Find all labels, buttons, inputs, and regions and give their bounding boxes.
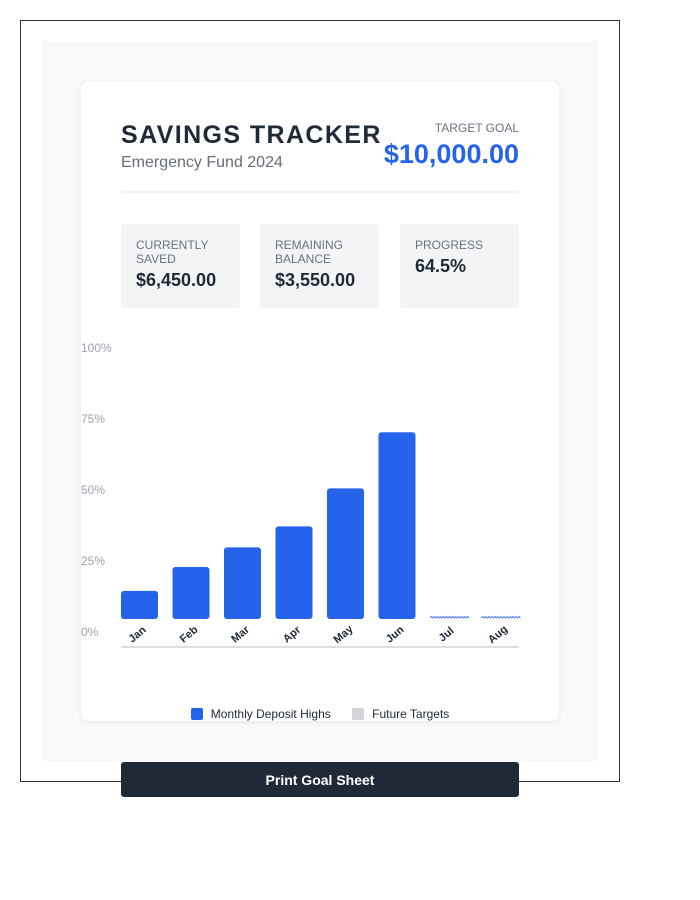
stat-label-line: BALANCE — [275, 252, 332, 266]
y-tick-label: 50% — [81, 483, 105, 497]
legend-item-future: Future Targets — [352, 707, 449, 721]
stat-label: CURRENTLY SAVED — [136, 238, 225, 266]
stat-label-line: PROGRESS — [415, 238, 484, 252]
chart-bar-deposit — [172, 567, 210, 619]
deposit-chart: 100% 75% 50% 25% 0% Jan Feb Mar Apr May Jun Jul Aug — [81, 336, 559, 666]
chart-bar-deposit — [378, 432, 416, 619]
page-title: SAVINGS TRACKER — [121, 121, 382, 149]
x-tick-label: Mar — [229, 623, 252, 645]
x-tick-label: Jan — [126, 624, 148, 646]
target-goal-value: $10,000.00 — [383, 139, 519, 169]
savings-card: SAVINGS TRACKER Emergency Fund 2024 TARG… — [81, 81, 559, 721]
stat-label-line: REMAINING — [275, 238, 344, 252]
legend-swatch — [190, 708, 203, 720]
page-subtitle: Emergency Fund 2024 — [121, 154, 283, 171]
x-tick-label: Apr — [281, 624, 304, 646]
chart-bar-deposit — [224, 547, 261, 619]
stats-row: CURRENTLY SAVED $6,450.00 REMAINING BALA… — [121, 224, 519, 308]
x-tick-label: May — [332, 623, 357, 647]
stat-currently-saved: CURRENTLY SAVED $6,450.00 — [121, 224, 240, 308]
legend-item-deposits: Monthly Deposit Highs — [190, 707, 331, 721]
card-header: SAVINGS TRACKER Emergency Fund 2024 TARG… — [121, 121, 519, 193]
stat-label-line: SAVED — [136, 252, 176, 266]
stat-label: PROGRESS — [415, 238, 504, 252]
chart-bar-deposit — [121, 590, 158, 619]
print-goal-sheet-button[interactable]: Print Goal Sheet — [121, 762, 519, 797]
chart-bar-deposit — [327, 488, 364, 619]
y-tick-label: 100% — [81, 341, 112, 355]
x-tick-label: Jun — [384, 624, 407, 646]
stat-value: 64.5% — [415, 256, 467, 276]
x-tick-label: Aug — [486, 623, 510, 646]
x-tick-label: Jul — [437, 625, 457, 644]
legend-swatch — [352, 708, 365, 720]
y-tick-label: 25% — [81, 554, 105, 568]
chart-bar-future — [481, 615, 521, 619]
legend-label: Future Targets — [372, 707, 450, 721]
stat-label: REMAINING BALANCE — [275, 238, 364, 266]
y-tick-label: 75% — [81, 412, 105, 426]
chart-bar-future — [429, 615, 470, 619]
target-goal-label: TARGET GOAL — [434, 121, 519, 135]
stat-value: $3,550.00 — [275, 270, 356, 290]
chart-bar-deposit — [275, 526, 313, 619]
x-tick-label: Feb — [178, 624, 201, 646]
y-tick-label: 0% — [81, 625, 99, 639]
chart-legend: Monthly Deposit Highs Future Targets — [81, 707, 559, 723]
stat-remaining-balance: REMAINING BALANCE $3,550.00 — [260, 224, 379, 308]
stat-value: $6,450.00 — [136, 270, 217, 290]
legend-label: Monthly Deposit Highs — [210, 707, 331, 721]
stat-progress: PROGRESS 64.5% — [400, 224, 519, 308]
deposit-chart-svg: 100% 75% 50% 25% 0% Jan Feb Mar Apr May Jun Jul Aug — [81, 341, 521, 648]
stat-label-line: CURRENTLY — [136, 238, 209, 252]
